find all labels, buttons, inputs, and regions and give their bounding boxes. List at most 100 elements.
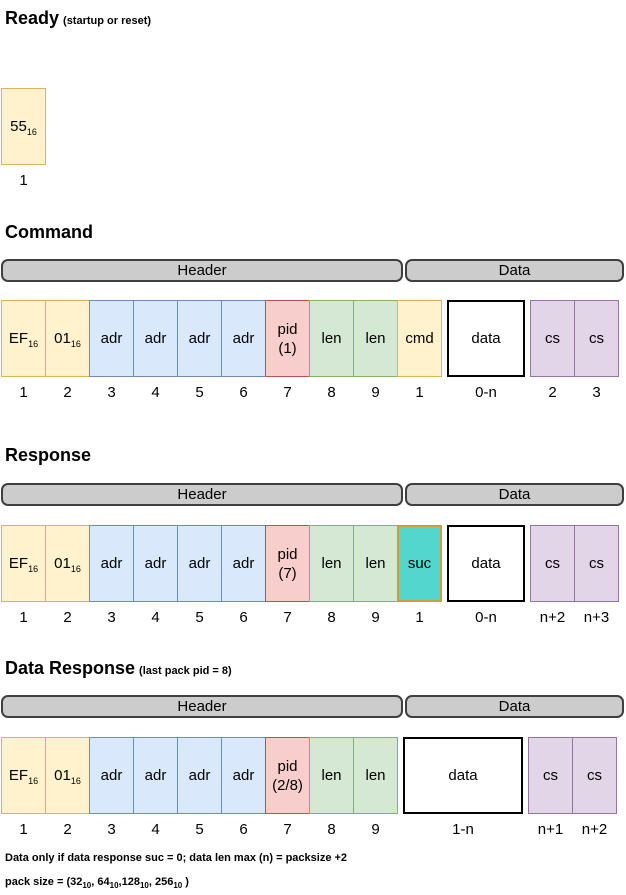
- byte-label-text: adr: [144, 767, 167, 784]
- footnote-text: , 256: [148, 876, 174, 888]
- byte-label-text: adr: [100, 555, 123, 572]
- byte-cell-ef: EF16: [1, 737, 46, 814]
- byte-cell-cs-2: cs: [574, 525, 619, 602]
- byte-index: 7: [283, 821, 292, 838]
- byte-cell-data: data: [447, 300, 525, 377]
- byte-label-text: suc: [407, 555, 432, 572]
- byte-cell-pid: pid (2/8): [265, 737, 310, 814]
- byte-label-text: len: [365, 330, 386, 347]
- byte-label-text: len: [321, 767, 342, 784]
- byte-cell-ef: EF16: [1, 525, 46, 602]
- span-bars-data-response: Header Data: [1, 695, 625, 718]
- byte-label: pid (7): [277, 545, 297, 583]
- byte-label-text: 01: [54, 766, 71, 784]
- byte-label-text: cs: [589, 330, 604, 347]
- byte-label: adr: [189, 766, 211, 785]
- byte-label: suc: [408, 554, 431, 573]
- byte-col-len-1: len 8: [309, 737, 354, 838]
- byte-label-subscript: 16: [28, 338, 39, 349]
- byte-label-text: pid: [277, 757, 298, 775]
- byte-col-cs-1: cs 2: [530, 300, 575, 401]
- byte-label-line2: (2/8): [272, 776, 303, 794]
- byte-label: cs: [543, 766, 558, 785]
- byte-label-text: cs: [589, 555, 604, 572]
- byte-cell-55: 5516: [1, 88, 46, 165]
- byte-index: 5: [195, 384, 204, 401]
- byte-label-text: len: [321, 330, 342, 347]
- byte-col-01: 0116 2: [45, 737, 90, 838]
- byte-col-data: data 0-n: [447, 525, 525, 626]
- byte-label-text: adr: [100, 767, 123, 784]
- byte-cell-01: 0116: [45, 525, 90, 602]
- byte-col-cs-2: cs n+2: [572, 737, 617, 838]
- byte-cell-cs-2: cs: [572, 737, 617, 814]
- byte-col-len-2: len 9: [353, 525, 398, 626]
- byte-label: cs: [545, 554, 560, 573]
- title-text: Command: [5, 222, 94, 242]
- byte-index: 1: [19, 172, 28, 189]
- byte-col-adr-4: adr 6: [221, 300, 266, 401]
- byte-cell-cs-1: cs: [530, 525, 575, 602]
- footnote-subscript: 10: [82, 881, 92, 891]
- byte-label: len: [365, 766, 385, 785]
- byte-col-01: 0116 2: [45, 525, 90, 626]
- byte-label-text: cs: [545, 330, 560, 347]
- byte-col-adr-2: adr 4: [133, 525, 178, 626]
- byte-row-data-response: EF16 1 0116 2 adr 3 adr 4 adr 5 adr 6 pid (2/8) 7 len 8 l…: [1, 737, 617, 838]
- byte-label: adr: [145, 554, 167, 573]
- byte-index: 2: [548, 384, 557, 401]
- byte-label-subscript: 16: [70, 563, 81, 574]
- byte-label-text: len: [321, 555, 342, 572]
- byte-cell-len-2: len: [353, 737, 398, 814]
- byte-cell-cs-1: cs: [530, 300, 575, 377]
- byte-label-line2: (7): [278, 564, 297, 582]
- byte-index: 6: [239, 821, 248, 838]
- byte-label: data: [471, 554, 500, 573]
- byte-cell-adr-1: adr: [89, 737, 134, 814]
- byte-label: adr: [189, 329, 211, 348]
- byte-index: 9: [371, 609, 380, 626]
- byte-col-cs-2: cs 3: [574, 300, 619, 401]
- byte-label: data: [471, 329, 500, 348]
- byte-label-text: data: [471, 330, 501, 347]
- byte-label-subscript: 16: [70, 338, 81, 349]
- byte-col-01: 0116 2: [45, 300, 90, 401]
- byte-col-cs-1: cs n+1: [528, 737, 573, 838]
- byte-cell-adr-4: adr: [221, 525, 266, 602]
- byte-index: 1: [415, 609, 424, 626]
- byte-index: 7: [283, 609, 292, 626]
- footnote-pack-size: pack size = (3210, 6410,12810, 25610 ): [5, 876, 189, 890]
- byte-cell-adr-3: adr: [177, 737, 222, 814]
- byte-index: 3: [107, 384, 116, 401]
- byte-label-subscript: 16: [28, 563, 39, 574]
- byte-index: 4: [151, 384, 160, 401]
- byte-label: 5516: [10, 117, 37, 137]
- byte-label-subscript: 16: [70, 775, 81, 786]
- footnote-subscript: 10: [109, 881, 119, 891]
- byte-cell-01: 0116: [45, 737, 90, 814]
- byte-label-text: adr: [232, 555, 255, 572]
- byte-label-subscript: 16: [28, 775, 39, 786]
- byte-index: 7: [283, 384, 292, 401]
- byte-col-len-2: len 9: [353, 300, 398, 401]
- byte-index: n+2: [581, 821, 608, 838]
- byte-label-text: adr: [144, 330, 167, 347]
- byte-label-text: adr: [232, 767, 255, 784]
- byte-label: EF16: [9, 329, 38, 349]
- byte-index: 9: [371, 821, 380, 838]
- byte-index: n+1: [537, 821, 564, 838]
- byte-col-len-1: len 8: [309, 300, 354, 401]
- byte-cell-len-2: len: [353, 300, 398, 377]
- byte-label-text: adr: [188, 767, 211, 784]
- byte-cell-len-1: len: [309, 525, 354, 602]
- byte-index: 3: [107, 609, 116, 626]
- byte-label-text: adr: [232, 330, 255, 347]
- byte-label: adr: [233, 766, 255, 785]
- byte-label-text: cs: [545, 555, 560, 572]
- byte-index: 8: [327, 821, 336, 838]
- byte-label-text: cmd: [405, 330, 434, 347]
- footnote-text: pack size = (32: [5, 876, 83, 888]
- byte-cell-len-1: len: [309, 300, 354, 377]
- byte-cell-01: 0116: [45, 300, 90, 377]
